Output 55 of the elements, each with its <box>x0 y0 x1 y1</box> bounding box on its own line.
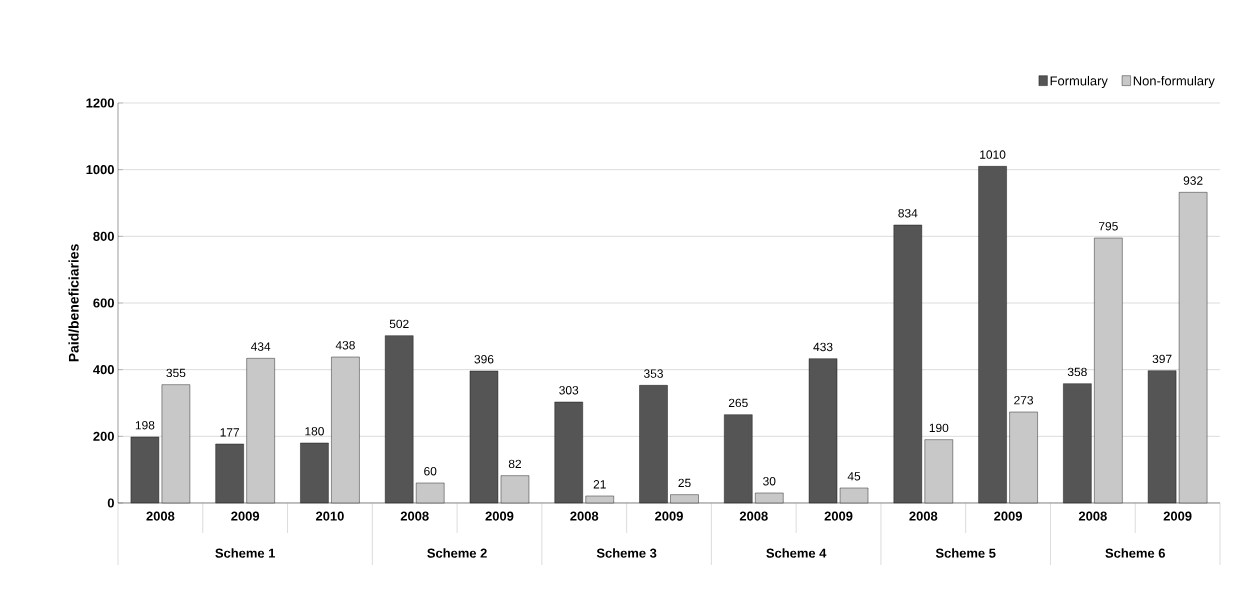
x-tick-label: 2009 <box>994 511 1022 521</box>
y-tick-label: 400 <box>93 365 114 375</box>
text: Scheme 3 <box>596 548 657 558</box>
data-label: 273 <box>1014 396 1034 405</box>
data-label: 397 <box>1152 354 1172 364</box>
y-tick-label: 800 <box>93 231 114 241</box>
x-tick-label: 2008 <box>909 511 938 521</box>
x-tick-label: 2008 <box>1078 511 1107 521</box>
y-tick-label: 1000 <box>86 165 114 175</box>
data-label: 795 <box>1098 222 1118 231</box>
data-label: 932 <box>1183 176 1203 185</box>
data-label: 180 <box>305 427 324 436</box>
data-label: 45 <box>847 472 861 481</box>
data-label: 353 <box>643 369 663 378</box>
data-label: 60 <box>424 467 437 476</box>
data-label: 190 <box>929 423 949 433</box>
data-label: 198 <box>135 421 155 430</box>
data-label: 434 <box>250 342 271 351</box>
data-label: 30 <box>763 477 776 486</box>
data-label: 21 <box>593 480 606 489</box>
text: Scheme 6 <box>1105 548 1165 558</box>
data-label: 355 <box>166 368 186 378</box>
x-tick-label: 2009 <box>824 511 853 521</box>
data-label: 396 <box>474 355 494 364</box>
x-tick-label: 2009 <box>485 511 514 521</box>
data-label: 502 <box>389 319 409 329</box>
x-tick-label: 2009 <box>231 511 260 521</box>
x-tick-label: 2010 <box>315 511 344 521</box>
data-label: 265 <box>728 398 748 408</box>
legend-label: Formulary <box>1050 75 1108 88</box>
data-label: 177 <box>220 428 240 437</box>
x-tick-label: 2009 <box>655 511 683 521</box>
data-label: 25 <box>678 478 691 488</box>
y-tick-label: 200 <box>93 431 114 441</box>
text: Scheme 1 <box>215 548 276 558</box>
x-tick-label: 2008 <box>146 511 175 521</box>
data-label: 358 <box>1067 367 1087 377</box>
data-label: 433 <box>813 342 833 352</box>
legend-label: Non-formulary <box>1133 75 1215 88</box>
text: Scheme 5 <box>935 548 996 558</box>
y-tick-label: 1200 <box>86 98 114 108</box>
x-tick-label: 2008 <box>400 511 429 521</box>
data-label: 82 <box>508 459 522 469</box>
x-tick-label: 2008 <box>570 511 599 521</box>
text: Scheme 4 <box>766 548 827 558</box>
y-axis-title: Paid/beneficiaries <box>68 244 79 362</box>
x-tick-label: 2008 <box>739 511 768 521</box>
text: Scheme 2 <box>427 548 487 558</box>
data-label: 834 <box>898 209 918 218</box>
data-label: 303 <box>559 386 579 395</box>
x-tick-label: 2009 <box>1163 511 1192 521</box>
data-label: 1010 <box>980 150 1006 159</box>
data-label: 438 <box>335 341 355 350</box>
y-tick-label: 600 <box>93 298 114 308</box>
y-tick-label: 0 <box>107 498 114 508</box>
